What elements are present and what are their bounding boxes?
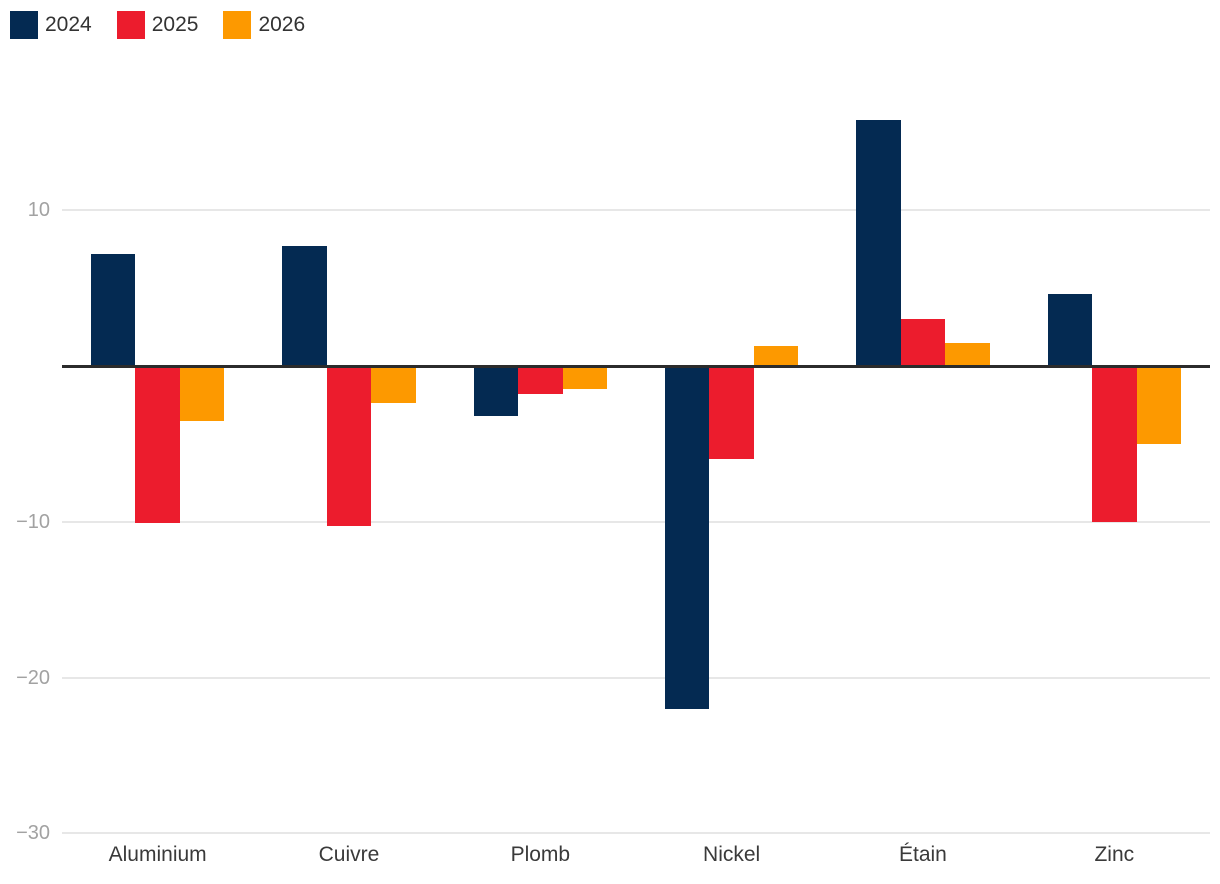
y-axis-tick-label: −10 <box>16 510 50 533</box>
gridline-10 <box>62 209 1210 212</box>
zero-axis-line <box>62 365 1210 368</box>
legend-item-2024[interactable]: 2024 <box>10 11 92 39</box>
legend-swatch-2026 <box>223 11 252 39</box>
legend-label: 2025 <box>151 13 199 36</box>
x-axis-category-label-Plomb: Plomb <box>510 843 571 866</box>
gridline--20 <box>62 676 1210 679</box>
gridline--30 <box>62 832 1210 835</box>
bar-2024-Aluminium[interactable] <box>90 253 136 366</box>
bar-2026-Plomb[interactable] <box>562 366 608 390</box>
legend-swatch-2024 <box>10 11 38 39</box>
y-axis-tick-label: −30 <box>16 822 50 845</box>
bar-2026-Zinc[interactable] <box>1136 366 1182 444</box>
gridline--10 <box>62 520 1210 523</box>
bar-2026-Cuivre[interactable] <box>371 366 416 404</box>
bar-2026-Nickel[interactable] <box>753 345 799 366</box>
bar-2025-Aluminium[interactable] <box>135 366 180 524</box>
legend-item-2026[interactable]: 2026 <box>223 11 305 39</box>
bar-2025-Étain[interactable] <box>900 319 946 366</box>
bar-2024-Nickel[interactable] <box>664 366 710 709</box>
bar-2025-Cuivre[interactable] <box>326 366 372 527</box>
x-axis-category-label-Étain: Étain <box>899 843 947 866</box>
legend-label: 2026 <box>258 13 306 36</box>
bar-2024-Étain[interactable] <box>856 119 901 366</box>
bar-2026-Aluminium[interactable] <box>179 366 225 421</box>
bar-2024-Cuivre[interactable] <box>282 246 327 366</box>
legend-label: 2024 <box>45 13 92 36</box>
bar-2025-Zinc[interactable] <box>1092 366 1137 522</box>
legend-item-2025[interactable]: 2025 <box>116 11 199 39</box>
x-axis-category-label-Nickel: Nickel <box>703 843 761 866</box>
legend-swatch-2025 <box>116 11 145 39</box>
y-axis-tick-label: 10 <box>27 199 50 222</box>
y-axis-tick-label: −20 <box>16 666 50 689</box>
x-axis-category-label-Aluminium: Aluminium <box>108 843 207 866</box>
bar-2025-Plomb[interactable] <box>518 366 563 394</box>
bar-2025-Nickel[interactable] <box>709 366 754 460</box>
chart-legend: 2024 2025 2026 <box>10 11 305 39</box>
bar-2024-Plomb[interactable] <box>473 366 519 416</box>
x-axis-category-label-Zinc: Zinc <box>1094 843 1135 866</box>
bar-2024-Zinc[interactable] <box>1047 294 1093 366</box>
x-axis-category-label-Cuivre: Cuivre <box>318 843 380 866</box>
bar-2026-Étain[interactable] <box>945 342 990 366</box>
